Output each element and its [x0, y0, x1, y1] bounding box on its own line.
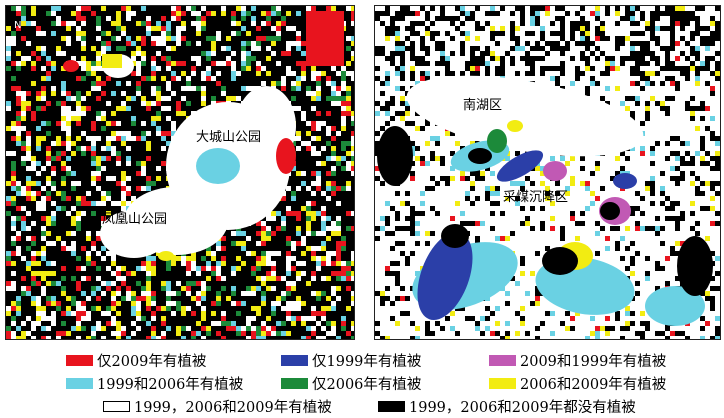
- map-label-subsidence-area: 采煤沉降区: [503, 190, 569, 205]
- red-patch: [306, 11, 344, 66]
- legend-item: 仅2009年有植被: [66, 350, 206, 371]
- legend: 仅2009年有植被 仅1999年有植被 2009和1999年有植被 1999和2…: [0, 345, 724, 418]
- legend-swatch: [66, 378, 93, 389]
- legend-item: 1999，2006和2009年有植被: [103, 396, 332, 417]
- black-region: [468, 148, 492, 164]
- legend-item: 1999，2006和2009年都没有植被: [378, 396, 636, 417]
- yellow-patch: [102, 54, 122, 68]
- legend-item: 仅2006年有植被: [281, 373, 421, 394]
- classified-map-left: [6, 6, 354, 339]
- red-patch: [63, 60, 79, 72]
- map-label-dachengshan-park: 大城山公园: [196, 130, 262, 145]
- legend-swatch: [489, 378, 516, 389]
- green-region: [487, 129, 507, 153]
- legend-label: 仅2009年有植被: [97, 354, 207, 370]
- black-region: [377, 126, 413, 186]
- legend-swatch: [281, 355, 308, 366]
- legend-item: 仅1999年有植被: [281, 350, 421, 371]
- vegetation-band: [406, 75, 644, 157]
- legend-item: 2006和2009年有植被: [489, 373, 666, 394]
- black-region: [677, 236, 713, 296]
- legend-label: 2009和1999年有植被: [520, 354, 667, 370]
- legend-swatch: [489, 355, 516, 366]
- legend-swatch: [378, 401, 405, 412]
- legend-label: 2006和2009年有植被: [520, 377, 667, 393]
- blue-region: [496, 150, 544, 182]
- yellow-region: [507, 120, 523, 132]
- black-region: [542, 247, 578, 275]
- purple-region: [543, 161, 567, 181]
- legend-label: 仅1999年有植被: [312, 354, 422, 370]
- park-patch: [196, 148, 240, 184]
- legend-item: 1999和2006年有植被: [66, 373, 243, 394]
- black-region: [441, 224, 469, 248]
- legend-swatch: [66, 355, 93, 366]
- legend-label: 1999，2006和2009年有植被: [134, 400, 332, 416]
- legend-item: 2009和1999年有植被: [489, 350, 666, 371]
- map-label-nanhu-district: 南湖区: [463, 98, 503, 113]
- north-arrow-label: N: [14, 20, 22, 31]
- blue-region: [417, 232, 473, 320]
- map-panel-left: N 大城山公园 凤凰山公园: [5, 5, 355, 340]
- cyan-region: [645, 286, 705, 326]
- legend-label: 仅2006年有植被: [312, 377, 422, 393]
- legend-swatch: [103, 401, 130, 412]
- blue-region: [613, 173, 637, 189]
- map-panel-right: 南湖区 采煤沉降区: [374, 5, 721, 340]
- legend-label: 1999，2006和2009年都没有植被: [409, 400, 636, 416]
- classified-map-right: [375, 6, 720, 339]
- yellow-patch: [158, 251, 174, 261]
- red-patch: [276, 138, 296, 174]
- legend-label: 1999和2006年有植被: [97, 377, 244, 393]
- park-area: [100, 210, 168, 258]
- black-region: [600, 202, 620, 220]
- map-label-fenghuangshan-park: 凤凰山公园: [102, 212, 168, 227]
- legend-swatch: [281, 378, 308, 389]
